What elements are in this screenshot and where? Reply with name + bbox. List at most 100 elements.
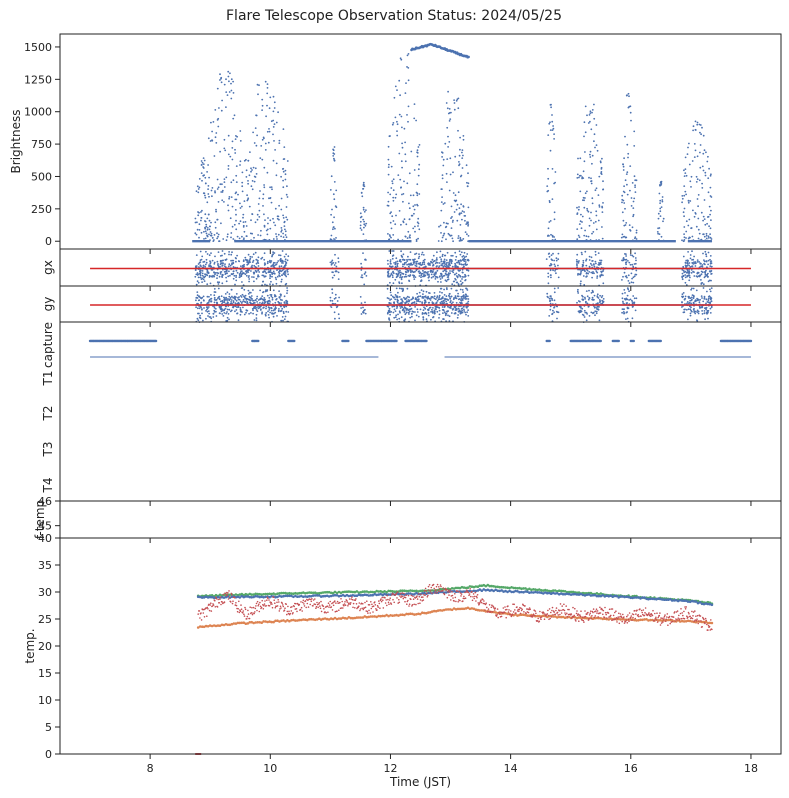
data-point bbox=[626, 171, 629, 174]
data-point bbox=[438, 262, 441, 264]
gy-axis-label: gy bbox=[41, 297, 55, 312]
data-point bbox=[407, 240, 410, 242]
data-point bbox=[394, 263, 397, 266]
data-point bbox=[698, 179, 701, 182]
data-point bbox=[622, 219, 625, 222]
data-point bbox=[593, 263, 595, 265]
data-point bbox=[622, 163, 624, 166]
data-point bbox=[579, 282, 582, 285]
data-point bbox=[285, 193, 288, 196]
data-point bbox=[398, 152, 401, 155]
data-point bbox=[286, 594, 289, 598]
data-point bbox=[578, 174, 581, 177]
data-point bbox=[396, 123, 399, 126]
data-point bbox=[206, 253, 209, 255]
data-point bbox=[405, 301, 408, 303]
data-point bbox=[401, 255, 403, 258]
data-point bbox=[272, 270, 275, 273]
data-point bbox=[621, 194, 624, 197]
data-point bbox=[686, 264, 689, 267]
data-point bbox=[403, 589, 406, 592]
data-point bbox=[261, 138, 264, 141]
data-point bbox=[238, 593, 242, 596]
capture-row-label: T2 bbox=[41, 406, 55, 422]
data-point bbox=[464, 311, 467, 314]
data-point bbox=[441, 174, 444, 177]
data-point bbox=[682, 255, 685, 258]
data-point bbox=[431, 301, 434, 303]
data-point bbox=[414, 306, 416, 308]
data-point bbox=[245, 311, 247, 314]
data-point bbox=[268, 620, 271, 623]
data-point bbox=[304, 595, 307, 598]
data-point bbox=[237, 302, 239, 305]
data-point bbox=[280, 591, 283, 595]
data-point bbox=[421, 295, 424, 298]
data-point bbox=[399, 178, 402, 181]
data-point bbox=[669, 598, 672, 601]
data-point bbox=[660, 180, 663, 183]
data-point bbox=[333, 238, 335, 240]
data-point bbox=[228, 80, 230, 83]
data-point bbox=[442, 275, 445, 277]
data-point bbox=[255, 313, 258, 316]
data-point bbox=[233, 296, 236, 298]
data-point bbox=[277, 260, 280, 262]
data-point bbox=[246, 302, 249, 305]
data-point bbox=[337, 271, 340, 274]
data-point bbox=[280, 619, 283, 623]
data-point bbox=[200, 301, 203, 304]
data-point bbox=[585, 239, 588, 242]
data-point bbox=[553, 311, 555, 314]
data-point bbox=[286, 292, 288, 294]
data-point bbox=[234, 198, 237, 201]
data-point bbox=[363, 590, 367, 593]
y-tick-label: 250 bbox=[31, 203, 52, 216]
data-point bbox=[454, 194, 457, 197]
data-point bbox=[270, 265, 273, 268]
data-point bbox=[415, 263, 418, 265]
data-point bbox=[555, 257, 558, 260]
data-point bbox=[464, 586, 468, 590]
data-point bbox=[206, 171, 209, 173]
data-point bbox=[209, 239, 211, 242]
data-point bbox=[235, 293, 238, 295]
data-point bbox=[327, 618, 331, 621]
data-point bbox=[460, 212, 463, 215]
data-point bbox=[248, 312, 251, 315]
data-point bbox=[693, 215, 696, 218]
data-point bbox=[250, 185, 253, 188]
data-point bbox=[709, 288, 711, 291]
data-point bbox=[709, 174, 712, 177]
data-point bbox=[269, 261, 272, 264]
data-point bbox=[285, 236, 288, 239]
data-point bbox=[206, 227, 209, 229]
data-point bbox=[424, 308, 427, 310]
data-point bbox=[257, 256, 260, 259]
data-point bbox=[260, 257, 263, 260]
data-point bbox=[408, 313, 410, 315]
data-point bbox=[596, 295, 599, 297]
data-point bbox=[263, 225, 266, 228]
data-point bbox=[315, 618, 319, 621]
data-point bbox=[245, 158, 247, 161]
data-point bbox=[283, 295, 286, 298]
data-point bbox=[253, 280, 255, 283]
data-point bbox=[440, 274, 443, 277]
data-point bbox=[658, 233, 661, 236]
data-point bbox=[576, 253, 579, 256]
data-point bbox=[387, 274, 389, 277]
data-point bbox=[438, 313, 441, 316]
data-point bbox=[285, 253, 287, 256]
data-point bbox=[284, 178, 287, 181]
data-point bbox=[436, 262, 439, 264]
data-point bbox=[241, 190, 244, 193]
data-point bbox=[331, 276, 334, 279]
data-point bbox=[242, 593, 246, 597]
data-point bbox=[228, 270, 230, 273]
data-point bbox=[702, 300, 705, 303]
data-point bbox=[216, 274, 219, 277]
data-point bbox=[688, 279, 691, 282]
data-point bbox=[458, 164, 460, 167]
data-point bbox=[214, 190, 216, 193]
